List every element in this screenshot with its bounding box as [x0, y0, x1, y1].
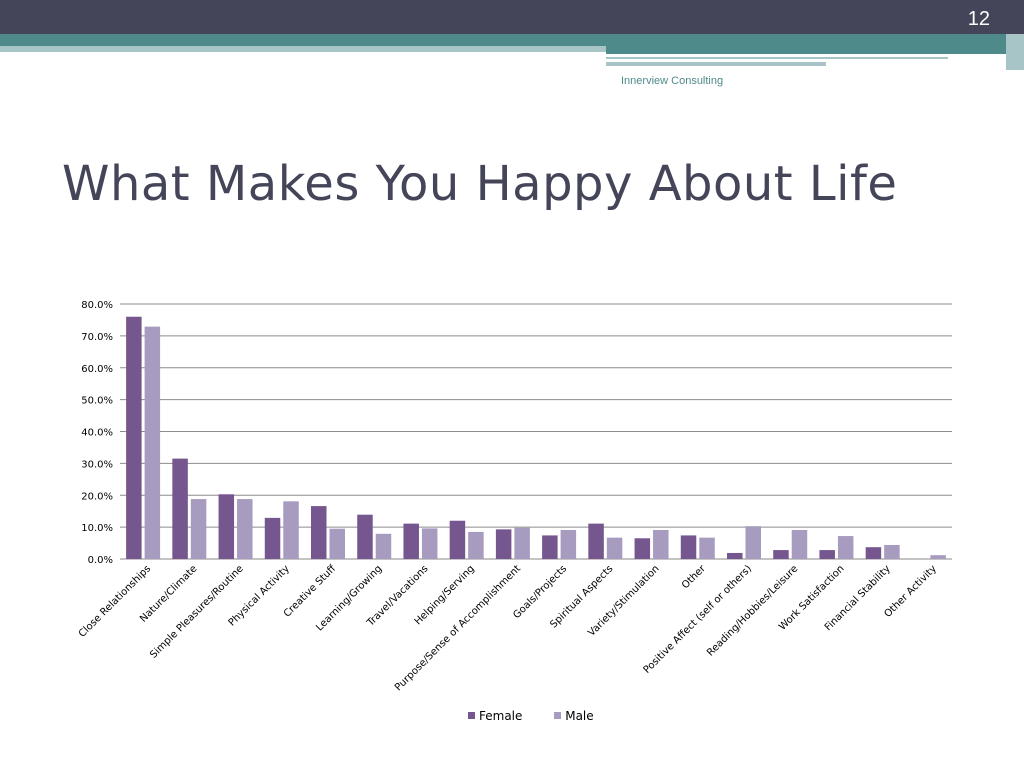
- teal-band: [0, 34, 1024, 46]
- y-tick-label: 30.0%: [81, 459, 113, 470]
- bar-female: [449, 520, 466, 559]
- accent-line-2: [606, 62, 826, 66]
- bar-male: [653, 529, 669, 559]
- bar-female: [495, 529, 512, 559]
- bar-male: [237, 499, 253, 559]
- x-tick-label: Other: [680, 563, 708, 591]
- y-tick-label: 0.0%: [88, 555, 113, 566]
- bar-male: [144, 326, 161, 559]
- bar-male: [837, 536, 854, 559]
- bar-male: [190, 499, 207, 559]
- bar-female: [773, 550, 789, 559]
- y-tick-label: 20.0%: [81, 491, 113, 502]
- bar-female: [542, 535, 558, 559]
- bar-male: [514, 527, 530, 559]
- bar-female: [126, 316, 142, 559]
- y-tick-label: 60.0%: [81, 364, 113, 375]
- header-bar: 12: [0, 0, 1024, 34]
- accent-band-light: [0, 46, 606, 52]
- bar-male: [375, 533, 392, 559]
- slide-number: 12: [967, 8, 990, 30]
- bar-male: [699, 537, 715, 559]
- bar-female: [819, 550, 835, 559]
- bar-male: [606, 537, 623, 559]
- bar-male: [930, 555, 946, 559]
- bar-male: [745, 526, 761, 559]
- legend-label-female: Female: [479, 709, 523, 723]
- bar-male: [283, 501, 299, 559]
- bar-female: [218, 494, 235, 559]
- y-tick-label: 70.0%: [81, 332, 113, 343]
- bar-male: [421, 528, 438, 559]
- bar-female: [634, 538, 651, 559]
- accent-line-1: [606, 57, 948, 59]
- x-tick-label: Close Relationships: [77, 563, 153, 639]
- y-tick-label: 80.0%: [81, 300, 113, 311]
- bar-female: [588, 523, 604, 559]
- y-tick-label: 50.0%: [81, 396, 113, 407]
- bar-female: [172, 458, 188, 559]
- legend-label-male: Male: [565, 709, 594, 723]
- company-name: Innerview Consulting: [621, 75, 724, 87]
- legend-item-male: Male: [554, 709, 594, 723]
- accent-side-block: [1006, 34, 1024, 70]
- bar-chart: 0.0% 10.0% 20.0% 30.0% 40.0% 50.0% 60.0% 70.0% 8…: [77, 300, 952, 693]
- bar-female: [403, 523, 419, 559]
- bar-male: [560, 529, 577, 559]
- x-tick-label: Reading/Hobbies/Leisure: [705, 563, 800, 658]
- legend-item-female: Female: [468, 709, 522, 723]
- bar-male: [791, 529, 808, 559]
- bar-female: [865, 547, 882, 559]
- bar-female: [727, 552, 743, 559]
- bar-male: [884, 544, 900, 559]
- slide-title: What Makes You Happy About Life: [62, 156, 898, 212]
- x-tick-label: Simple Pleasures/Routine: [148, 563, 245, 660]
- chart-legend: Female Male: [468, 709, 622, 723]
- bar-female: [264, 517, 281, 559]
- bar-male: [468, 531, 484, 559]
- y-tick-label: 10.0%: [81, 523, 113, 534]
- y-tick-label: 40.0%: [81, 428, 113, 439]
- accent-band-right: [606, 46, 1006, 54]
- bar-male: [329, 528, 345, 559]
- legend-swatch-male: [554, 712, 562, 719]
- legend-swatch-female: [468, 712, 475, 719]
- bar-female: [311, 506, 327, 559]
- bar-female: [680, 535, 697, 559]
- bar-female: [357, 514, 373, 559]
